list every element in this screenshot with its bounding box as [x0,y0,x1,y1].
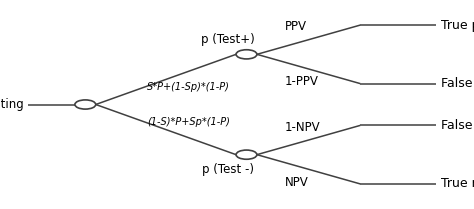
Text: p (Test -): p (Test -) [201,163,254,176]
Text: 1-PPV: 1-PPV [284,75,318,88]
Circle shape [236,150,257,159]
Text: True negative: True negative [441,177,474,190]
Circle shape [75,100,96,109]
Text: (1-S)*P+Sp*(1-P): (1-S)*P+Sp*(1-P) [147,117,230,127]
Text: p (Test+): p (Test+) [201,33,255,46]
Text: NPV: NPV [284,176,308,189]
Text: Testing: Testing [0,98,24,111]
Text: False positive: False positive [441,77,474,90]
Text: False negative: False negative [441,119,474,132]
Text: True positive: True positive [441,19,474,32]
Text: 1-NPV: 1-NPV [284,121,320,134]
Text: S*P+(1-Sp)*(1-P): S*P+(1-Sp)*(1-P) [147,82,230,92]
Text: PPV: PPV [284,20,306,33]
Circle shape [236,50,257,59]
